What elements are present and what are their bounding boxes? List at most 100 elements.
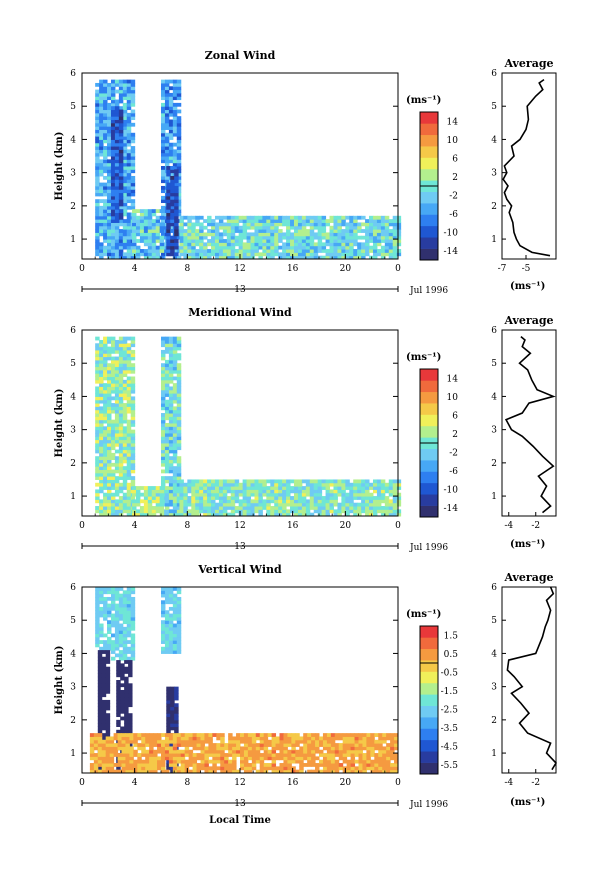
heatmap-cell [170, 192, 175, 197]
heatmap-cell [120, 703, 125, 708]
heatmap-cell [101, 673, 107, 678]
heatmap-cell [164, 436, 170, 441]
heatmap-cell [357, 249, 362, 253]
heatmap-cell [301, 512, 307, 517]
heatmap-cell [293, 252, 299, 257]
heatmap-cell [153, 753, 158, 757]
heatmap-cell [110, 643, 116, 648]
heatmap-cell [172, 353, 178, 358]
heatmap-cell [168, 132, 174, 137]
heatmap-cell [258, 489, 263, 494]
heatmap-cell [168, 596, 174, 601]
heatmap-cell [161, 389, 166, 394]
heatmap-cell [130, 413, 136, 417]
heatmap-cell [95, 99, 100, 104]
heatmap-cell [346, 759, 352, 764]
heatmap-cell [322, 733, 328, 737]
heatmap-cell [270, 479, 275, 484]
heatmap-cell [388, 232, 394, 237]
heatmap-cell [179, 239, 184, 243]
heatmap-cell [212, 759, 217, 764]
heatmap-cell [238, 239, 244, 243]
heatmap-cell [132, 209, 137, 213]
heatmap-cell [230, 479, 236, 484]
heatmap-cell [89, 756, 95, 761]
heatmap-cell [110, 512, 116, 517]
heatmap-cell [114, 199, 120, 204]
heatmap-cell [110, 102, 116, 107]
heatmap-cell [251, 743, 257, 747]
heatmap-cell [99, 349, 104, 354]
heatmap-cell [274, 239, 279, 243]
heatmap-cell [176, 132, 182, 137]
heatmap-cell [258, 219, 263, 223]
heatmap-cell [234, 479, 240, 484]
heatmap-cell [176, 459, 182, 464]
heatmap-cell [254, 215, 259, 220]
heatmap-cell [392, 225, 398, 230]
heatmap-cell [168, 146, 174, 150]
heatmap-cell [130, 623, 136, 628]
heatmap-cell [271, 743, 277, 747]
heatmap-cell [172, 759, 178, 764]
heatmap-cell [305, 239, 311, 243]
heatmap-cell [122, 630, 128, 634]
heatmap-cell [161, 366, 166, 371]
heatmap-cell [179, 479, 184, 484]
heatmap-cell [199, 502, 204, 507]
heatmap-cell [110, 606, 116, 611]
heatmap-cell [358, 759, 363, 764]
heatmap-cell [214, 222, 220, 227]
heatmap-cell [270, 239, 275, 243]
heatmap-cell [168, 99, 174, 104]
heatmap-cell [122, 175, 128, 180]
heatmap-cell [103, 149, 108, 154]
heatmap-cell [214, 232, 220, 237]
heatmap-cell [159, 222, 165, 227]
heatmap-cell [242, 255, 248, 260]
colorbar-segment [420, 705, 438, 718]
heatmap-cell [372, 225, 378, 230]
heatmap-cell [166, 209, 171, 213]
heatmap-cell [107, 386, 112, 391]
heatmap-cell [313, 479, 319, 484]
heatmap-cell [338, 743, 344, 747]
heatmap-cell [192, 736, 198, 741]
heatmap-cell [114, 249, 120, 253]
heatmap-cell [247, 739, 253, 744]
heatmap-cell [97, 736, 103, 741]
heatmap-cell [168, 442, 174, 447]
heatmap-cell [122, 389, 128, 394]
colorbar-segment [420, 237, 438, 249]
heatmap-cell [254, 479, 259, 484]
x-tick-label: 0 [79, 264, 85, 274]
heatmap-cell [99, 129, 104, 134]
heatmap-cell [107, 192, 112, 197]
heatmap-cell [390, 733, 395, 737]
heatmap-cell [95, 593, 100, 598]
heatmap-cell [203, 506, 208, 510]
heatmap-cell [107, 587, 112, 591]
heatmap-cell [174, 202, 179, 207]
heatmap-cell [386, 759, 391, 764]
heatmap-cell [222, 225, 228, 230]
heatmap-cell [107, 102, 112, 107]
heatmap-cell [297, 489, 303, 494]
heatmap-cell [192, 746, 198, 751]
heatmap-cell [164, 159, 170, 164]
heatmap-cell [317, 249, 323, 253]
heatmap-cell [130, 149, 136, 154]
heatmap-cell [103, 192, 108, 197]
heatmap-cell [170, 199, 175, 204]
heatmap-cell [95, 126, 100, 130]
heatmap-cell [287, 756, 292, 761]
heatmap-cell [282, 219, 287, 223]
heatmap-cell [166, 249, 171, 253]
heatmap-cell [361, 499, 366, 504]
heatmap-cell [309, 232, 315, 237]
heatmap-cell [258, 492, 263, 497]
heatmap-cell [99, 502, 104, 507]
heatmap-cell [107, 346, 112, 351]
heatmap-cell [266, 502, 271, 507]
heatmap-cell [283, 743, 288, 747]
